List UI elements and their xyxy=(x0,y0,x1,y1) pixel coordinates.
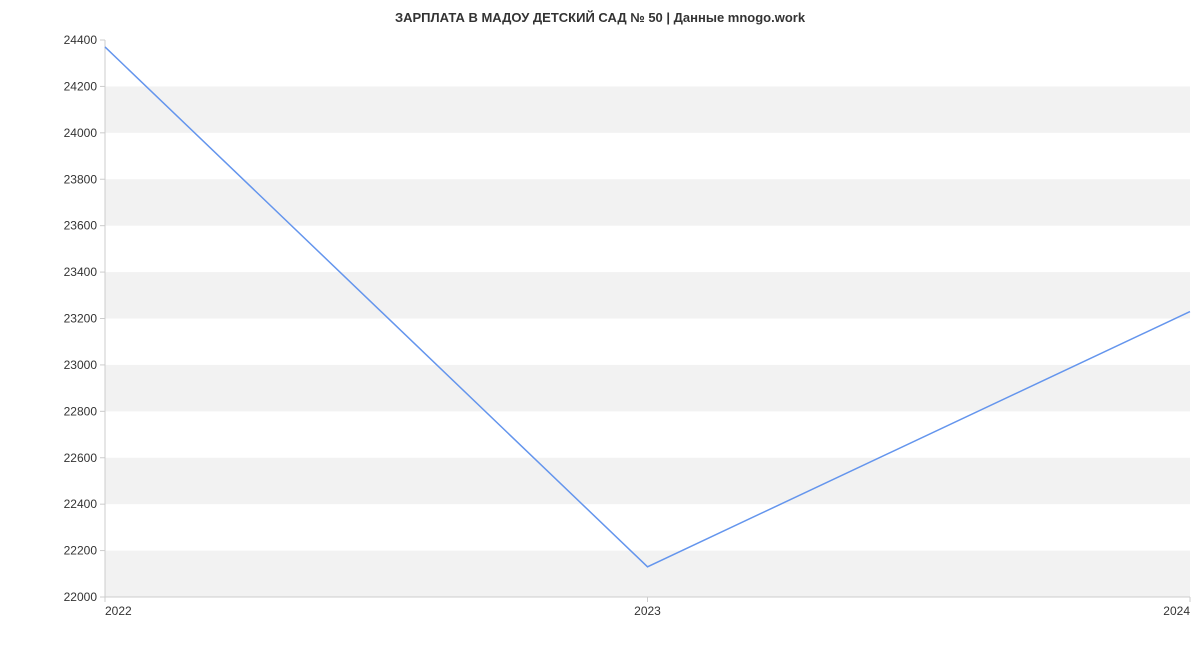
x-tick-label: 2022 xyxy=(105,604,132,618)
x-tick-label: 2024 xyxy=(1163,604,1190,618)
salary-line-chart: ЗАРПЛАТА В МАДОУ ДЕТСКИЙ САД № 50 | Данн… xyxy=(0,0,1200,650)
y-tick-label: 22400 xyxy=(64,497,98,511)
y-tick-label: 23600 xyxy=(64,219,98,233)
y-tick-label: 24200 xyxy=(64,79,98,93)
grid-band xyxy=(105,86,1190,132)
y-tick-label: 23000 xyxy=(64,358,98,372)
grid-band xyxy=(105,272,1190,318)
y-tick-label: 22600 xyxy=(64,451,98,465)
chart-svg: 22000 22200 22400 22600 22800 23000 23200 23400… xyxy=(0,0,1200,650)
grid-band xyxy=(105,551,1190,597)
y-tick-label: 22800 xyxy=(64,404,98,418)
y-tick-label: 23400 xyxy=(64,265,98,279)
y-tick-label: 22000 xyxy=(64,590,98,604)
y-tick-label: 24000 xyxy=(64,126,98,140)
x-tick-label: 2023 xyxy=(634,604,661,618)
y-tick-label: 24400 xyxy=(64,33,98,47)
y-tick-label: 23200 xyxy=(64,312,98,326)
y-tick-label: 22200 xyxy=(64,544,98,558)
y-tick-label: 23800 xyxy=(64,172,98,186)
grid-band xyxy=(105,458,1190,504)
